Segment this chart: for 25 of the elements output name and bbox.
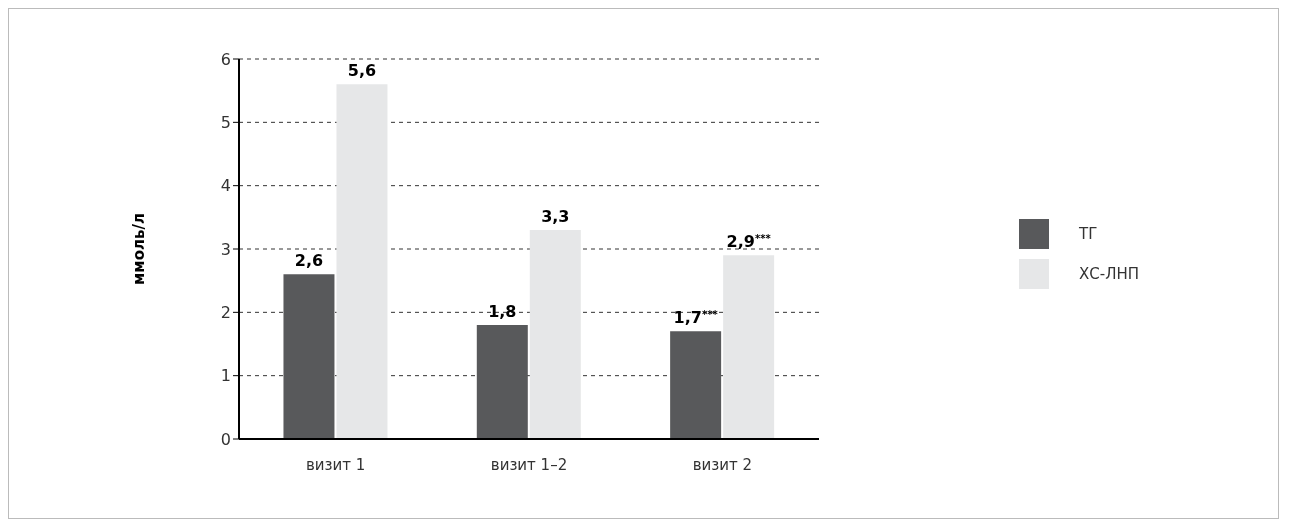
bar [723,255,775,439]
x-tick-label: визит 1 [305,455,366,474]
data-label: 3,3 [541,207,570,226]
y-tick-label: 4 [220,176,231,196]
bar [670,331,722,439]
y-tick-label: 2 [220,303,231,323]
legend-label: ХС-ЛНП [1079,265,1139,283]
legend-label: ТГ [1079,225,1098,243]
x-tick-label: визит 2 [692,455,753,474]
bar [336,84,388,439]
bar [476,325,528,439]
y-tick-label: 3 [220,239,231,259]
y-tick-label: 5 [220,113,231,133]
data-label: 2,6 [294,251,324,271]
bar [529,230,581,439]
bar [283,274,335,439]
y-tick-label: 0 [220,429,231,449]
data-label: 1,7$^{***}$ [673,308,719,328]
y-tick-label: 1 [220,366,231,386]
y-tick-label: 6 [220,49,231,69]
data-label: 1,8 [488,302,517,321]
y-axis-title: ммоль/л [130,213,149,285]
data-label: 2,9$^{***}$ [726,232,772,252]
data-label: 5,6 [347,61,377,81]
x-tick-label: визит 1–2 [490,455,568,474]
